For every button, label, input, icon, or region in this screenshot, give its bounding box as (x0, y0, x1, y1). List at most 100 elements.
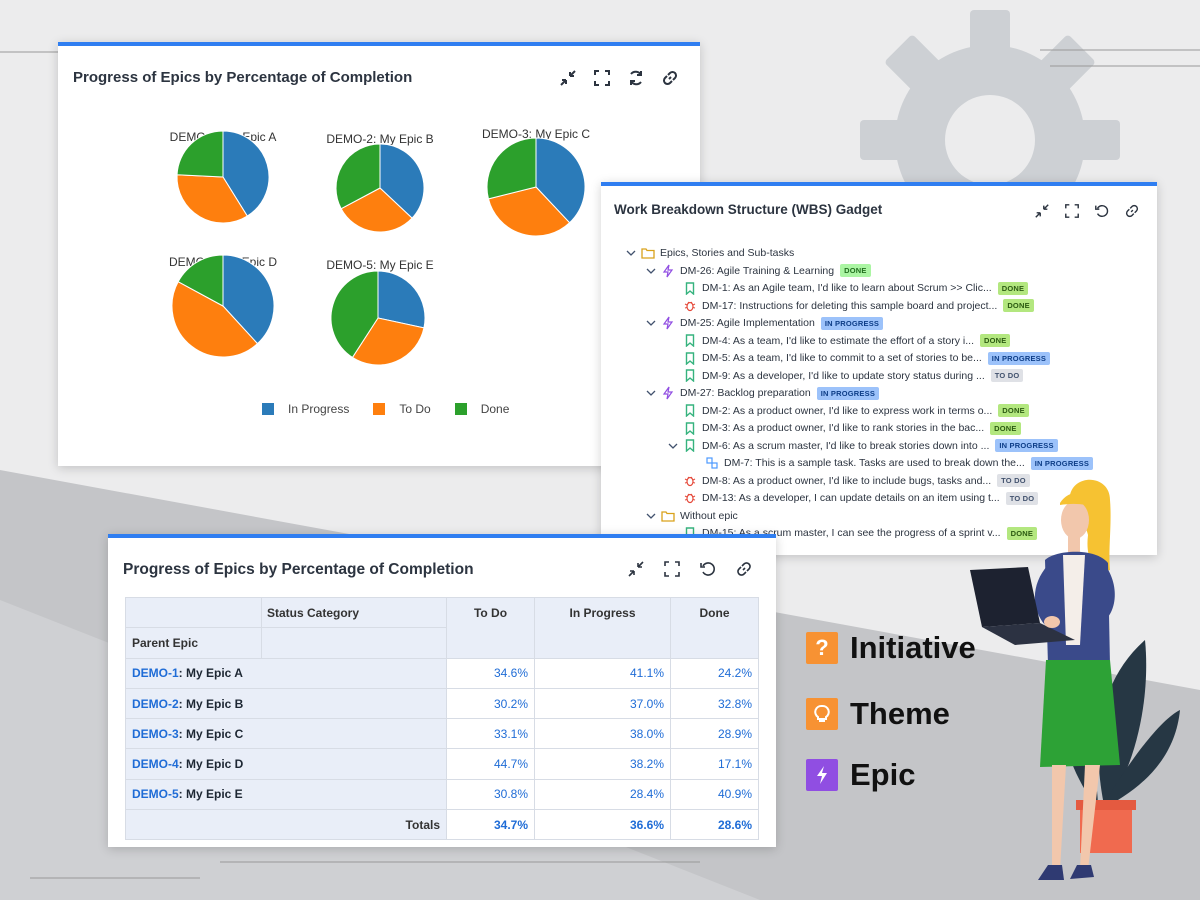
fullscreen-icon[interactable] (662, 559, 682, 579)
pie-slice-in-progress[interactable] (222, 254, 275, 345)
chevron-down-icon[interactable] (645, 387, 657, 399)
cell-done[interactable]: 28.9% (670, 718, 759, 750)
minimize-icon[interactable] (558, 68, 578, 88)
pie-slice-to-do[interactable] (176, 174, 248, 224)
link-icon[interactable] (660, 68, 680, 88)
wbs-tree-row[interactable]: DM-8: As a product owner, I'd like to in… (683, 473, 1030, 489)
link-icon[interactable] (1123, 202, 1141, 220)
bug-icon (683, 299, 697, 313)
pie-slice-done[interactable] (486, 137, 537, 200)
pie-slice-done[interactable] (176, 130, 224, 178)
lightning-icon (806, 759, 838, 791)
pie-slice-done[interactable] (177, 254, 224, 307)
cell-done[interactable]: 24.2% (670, 657, 759, 689)
pie-slice-done[interactable] (330, 270, 379, 359)
pie-slice-to-do[interactable] (340, 187, 413, 233)
pie-slice-done[interactable] (335, 143, 381, 210)
status-badge: DONE (997, 281, 1029, 295)
wbs-tree-row[interactable]: DM-3: As a product owner, I'd like to ra… (683, 420, 1021, 436)
table-row: DEMO-2: My Epic B 30.2% 37.0% 32.8% (125, 687, 759, 720)
chevron-down-icon[interactable] (667, 440, 679, 452)
wbs-tree-row[interactable]: DM-9: As a developer, I'd like to update… (683, 368, 1024, 384)
wbs-tree-row[interactable]: DM-4: As a team, I'd like to estimate th… (683, 333, 1011, 349)
wbs-tree-row[interactable]: DM-6: As a scrum master, I'd like to bre… (667, 438, 1058, 454)
wbs-row-label: DM-7: This is a sample task. Tasks are u… (724, 457, 1025, 469)
cell-in-progress[interactable]: 37.0% (534, 687, 671, 720)
epic-name: : My Epic D (178, 757, 244, 772)
link-icon[interactable] (734, 559, 754, 579)
chevron-down-icon[interactable] (645, 317, 657, 329)
chart-legend: In Progress To Do Done (262, 402, 533, 416)
cell-in-progress[interactable]: 28.4% (534, 778, 671, 811)
cell-to-do[interactable]: 44.7% (446, 748, 535, 780)
chevron-down-icon[interactable] (625, 247, 637, 259)
refresh-icon[interactable] (1093, 202, 1111, 220)
pie-slice-to-do[interactable] (351, 317, 425, 366)
status-category-header: Status Category (261, 596, 447, 629)
wbs-row-label: DM-4: As a team, I'd like to estimate th… (702, 334, 975, 347)
subtask-icon (705, 456, 719, 470)
wbs-tree-row[interactable]: DM-17: Instructions for deleting this sa… (683, 298, 1034, 314)
legend-item-done[interactable]: Done (454, 402, 509, 416)
status-badge: IN PROGRESS (995, 439, 1058, 452)
wbs-tree-row[interactable]: DM-26: Agile Training & Learning DONE (645, 263, 871, 279)
status-badge: DONE (1006, 526, 1038, 540)
wbs-row-label: DM-2: As a product owner, I'd like to ex… (702, 404, 993, 417)
pie-label: DEMO-2: My Epic B (326, 132, 434, 146)
wbs-tree-row[interactable]: DM-2: As a product owner, I'd like to ex… (683, 403, 1029, 419)
epic-key-link[interactable]: DEMO-2 (132, 696, 179, 711)
woman-illustration (970, 479, 1120, 880)
column-header-done[interactable]: Done (670, 597, 759, 659)
legend-item-in-progress[interactable]: In Progress (262, 402, 349, 416)
pie-slice-in-progress[interactable] (377, 270, 426, 329)
wbs-tree-row[interactable]: DM-13: As a developer, I can update deta… (683, 490, 1039, 506)
epic-key-link[interactable]: DEMO-5 (132, 787, 179, 802)
cell-done[interactable]: 17.1% (670, 748, 759, 780)
cell-in-progress[interactable]: 41.1% (534, 657, 671, 689)
wbs-row-label: DM-17: Instructions for deleting this sa… (702, 299, 998, 312)
pie-slice-to-do[interactable] (487, 186, 571, 237)
column-header-in-progress[interactable]: In Progress (534, 597, 671, 659)
wbs-tree-row[interactable]: DM-7: This is a sample task. Tasks are u… (705, 455, 1094, 471)
epic-key-link[interactable]: DEMO-4 (132, 757, 179, 772)
cell-done[interactable]: 40.9% (670, 778, 759, 811)
panel-toolbar (626, 559, 754, 579)
pie-chart (176, 130, 270, 224)
fullscreen-icon[interactable] (1063, 202, 1081, 220)
wbs-tree-row[interactable]: DM-27: Backlog preparation IN PROGRESS (645, 385, 880, 401)
fullscreen-icon[interactable] (592, 68, 612, 88)
pie-chart (171, 254, 275, 358)
epic-cell: DEMO-3: My Epic C (125, 718, 447, 750)
cell-in-progress[interactable]: 38.2% (534, 748, 671, 780)
chevron-down-icon[interactable] (645, 265, 657, 277)
refresh-icon[interactable] (626, 68, 646, 88)
wbs-tree-row[interactable]: DM-25: Agile Implementation IN PROGRESS (645, 315, 884, 331)
wbs-tree-row[interactable]: DM-15: As a scrum master, I can see the … (683, 525, 1038, 541)
header-blank (125, 596, 262, 629)
wbs-tree-row[interactable]: Epics, Stories and Sub-tasks (625, 245, 794, 261)
epic-key-link[interactable]: DEMO-3 (132, 726, 179, 741)
wbs-tree-row[interactable]: DM-5: As a team, I'd like to commit to a… (683, 350, 1051, 366)
total-done: 28.6% (670, 809, 759, 841)
legend-item-to-do[interactable]: To Do (373, 402, 431, 416)
wbs-tree-row[interactable]: DM-1: As an Agile team, I'd like to lear… (683, 280, 1029, 296)
epic-name: : My Epic B (178, 696, 244, 711)
pie-slice-in-progress[interactable] (535, 137, 586, 224)
pie-slice-to-do[interactable] (171, 281, 259, 358)
cell-done[interactable]: 32.8% (670, 687, 759, 720)
column-header-to-do[interactable]: To Do (446, 597, 535, 659)
minimize-icon[interactable] (1033, 202, 1051, 220)
cell-in-progress[interactable]: 38.0% (534, 718, 671, 750)
chevron-down-icon[interactable] (645, 510, 657, 522)
refresh-icon[interactable] (698, 559, 718, 579)
wbs-row-label: DM-27: Backlog preparation (680, 387, 811, 399)
epic-key-link[interactable]: DEMO-1 (132, 666, 179, 681)
cell-to-do[interactable]: 34.6% (446, 657, 535, 689)
wbs-tree-row[interactable]: Without epic (645, 508, 738, 524)
status-badge: IN PROGRESS (820, 316, 884, 330)
minimize-icon[interactable] (626, 559, 646, 579)
cell-to-do[interactable]: 33.1% (446, 718, 535, 750)
cell-to-do[interactable]: 30.8% (446, 778, 535, 811)
cell-to-do[interactable]: 30.2% (446, 687, 535, 720)
pie-slice-in-progress[interactable] (379, 143, 425, 219)
